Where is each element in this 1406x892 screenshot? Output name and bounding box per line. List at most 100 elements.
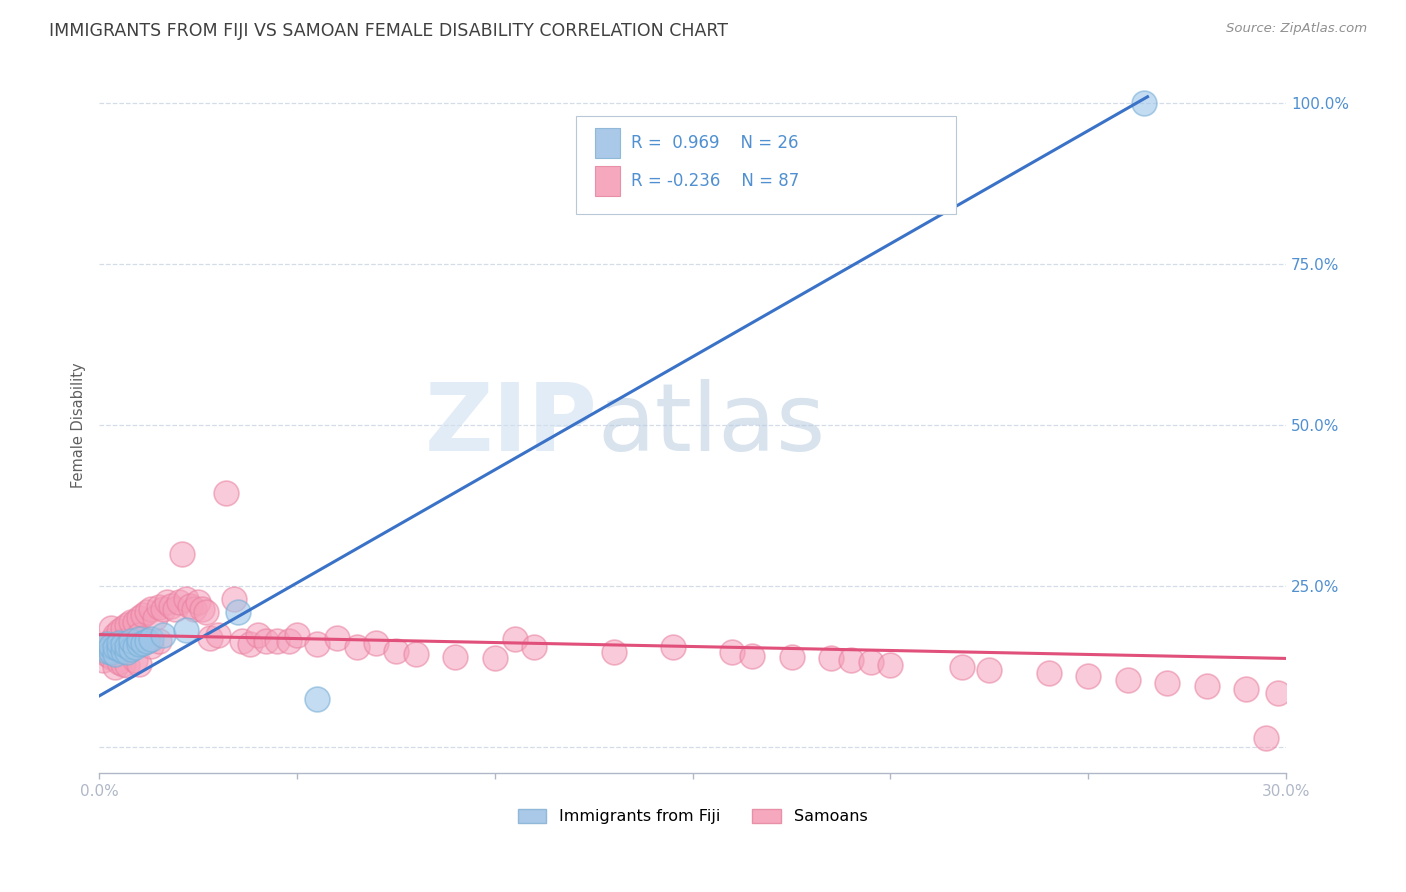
- Point: [278, 634, 301, 648]
- Point: [148, 599, 170, 614]
- Point: [115, 657, 138, 672]
- Text: ZIP: ZIP: [425, 379, 598, 471]
- Point: [128, 627, 150, 641]
- Point: [226, 605, 249, 619]
- Text: R =  0.969    N = 26: R = 0.969 N = 26: [631, 134, 799, 152]
- Point: [366, 636, 388, 650]
- Point: [128, 657, 150, 671]
- Point: [156, 595, 179, 609]
- Point: [231, 634, 253, 648]
- Point: [135, 634, 157, 648]
- Point: [104, 647, 127, 661]
- Point: [239, 637, 262, 651]
- Point: [503, 632, 526, 646]
- Point: [195, 605, 218, 619]
- Point: [523, 640, 546, 655]
- Point: [100, 650, 122, 665]
- Point: [104, 627, 127, 641]
- Point: [326, 631, 349, 645]
- Point: [124, 615, 146, 629]
- Point: [1256, 731, 1278, 745]
- Text: atlas: atlas: [598, 379, 825, 471]
- Point: [1132, 96, 1154, 111]
- Point: [100, 621, 122, 635]
- Point: [108, 637, 131, 651]
- Point: [148, 634, 170, 648]
- Point: [139, 639, 162, 653]
- Point: [176, 623, 198, 637]
- Point: [96, 637, 118, 651]
- Point: [104, 640, 127, 655]
- Point: [143, 611, 166, 625]
- Point: [1267, 685, 1289, 699]
- Point: [820, 651, 842, 665]
- Point: [139, 632, 162, 646]
- Point: [93, 640, 115, 655]
- Point: [167, 595, 190, 609]
- Point: [108, 655, 131, 669]
- Point: [93, 653, 115, 667]
- Point: [159, 599, 181, 613]
- Point: [187, 595, 209, 609]
- Point: [135, 605, 157, 619]
- Point: [100, 634, 122, 648]
- Point: [305, 692, 328, 706]
- Point: [176, 592, 198, 607]
- Point: [112, 634, 135, 648]
- Point: [152, 627, 174, 641]
- Point: [128, 637, 150, 651]
- Point: [1116, 673, 1139, 687]
- Point: [120, 634, 142, 648]
- Text: IMMIGRANTS FROM FIJI VS SAMOAN FEMALE DISABILITY CORRELATION CHART: IMMIGRANTS FROM FIJI VS SAMOAN FEMALE DI…: [49, 22, 728, 40]
- Point: [96, 643, 118, 657]
- Point: [1195, 679, 1218, 693]
- Point: [191, 602, 214, 616]
- Point: [108, 624, 131, 639]
- Point: [115, 637, 138, 651]
- Point: [132, 608, 155, 623]
- Legend: Immigrants from Fiji, Samoans: Immigrants from Fiji, Samoans: [517, 809, 868, 824]
- Point: [96, 647, 118, 661]
- Point: [115, 618, 138, 632]
- Point: [721, 645, 744, 659]
- Point: [859, 655, 882, 669]
- Point: [741, 648, 763, 663]
- Point: [266, 634, 288, 648]
- Point: [100, 639, 122, 653]
- Point: [128, 632, 150, 646]
- Point: [104, 660, 127, 674]
- Point: [1038, 666, 1060, 681]
- Point: [96, 637, 118, 651]
- Point: [198, 631, 221, 645]
- Point: [950, 660, 973, 674]
- Point: [172, 547, 194, 561]
- Point: [163, 602, 186, 616]
- Point: [385, 643, 408, 657]
- Point: [780, 650, 803, 665]
- Point: [1234, 682, 1257, 697]
- Y-axis label: Female Disability: Female Disability: [72, 362, 86, 488]
- Point: [152, 602, 174, 616]
- Point: [112, 643, 135, 657]
- Point: [120, 615, 142, 629]
- Point: [93, 640, 115, 655]
- Point: [444, 650, 467, 665]
- Point: [100, 645, 122, 659]
- Point: [108, 636, 131, 650]
- Point: [602, 645, 624, 659]
- Point: [879, 657, 901, 672]
- Point: [108, 642, 131, 657]
- Point: [112, 637, 135, 651]
- Point: [207, 627, 229, 641]
- Point: [115, 639, 138, 653]
- Point: [979, 663, 1001, 677]
- Point: [112, 621, 135, 635]
- Point: [215, 486, 238, 500]
- Point: [132, 631, 155, 645]
- Point: [112, 657, 135, 671]
- Point: [104, 643, 127, 657]
- Point: [1156, 676, 1178, 690]
- Point: [405, 647, 427, 661]
- Point: [115, 645, 138, 659]
- Point: [285, 627, 308, 641]
